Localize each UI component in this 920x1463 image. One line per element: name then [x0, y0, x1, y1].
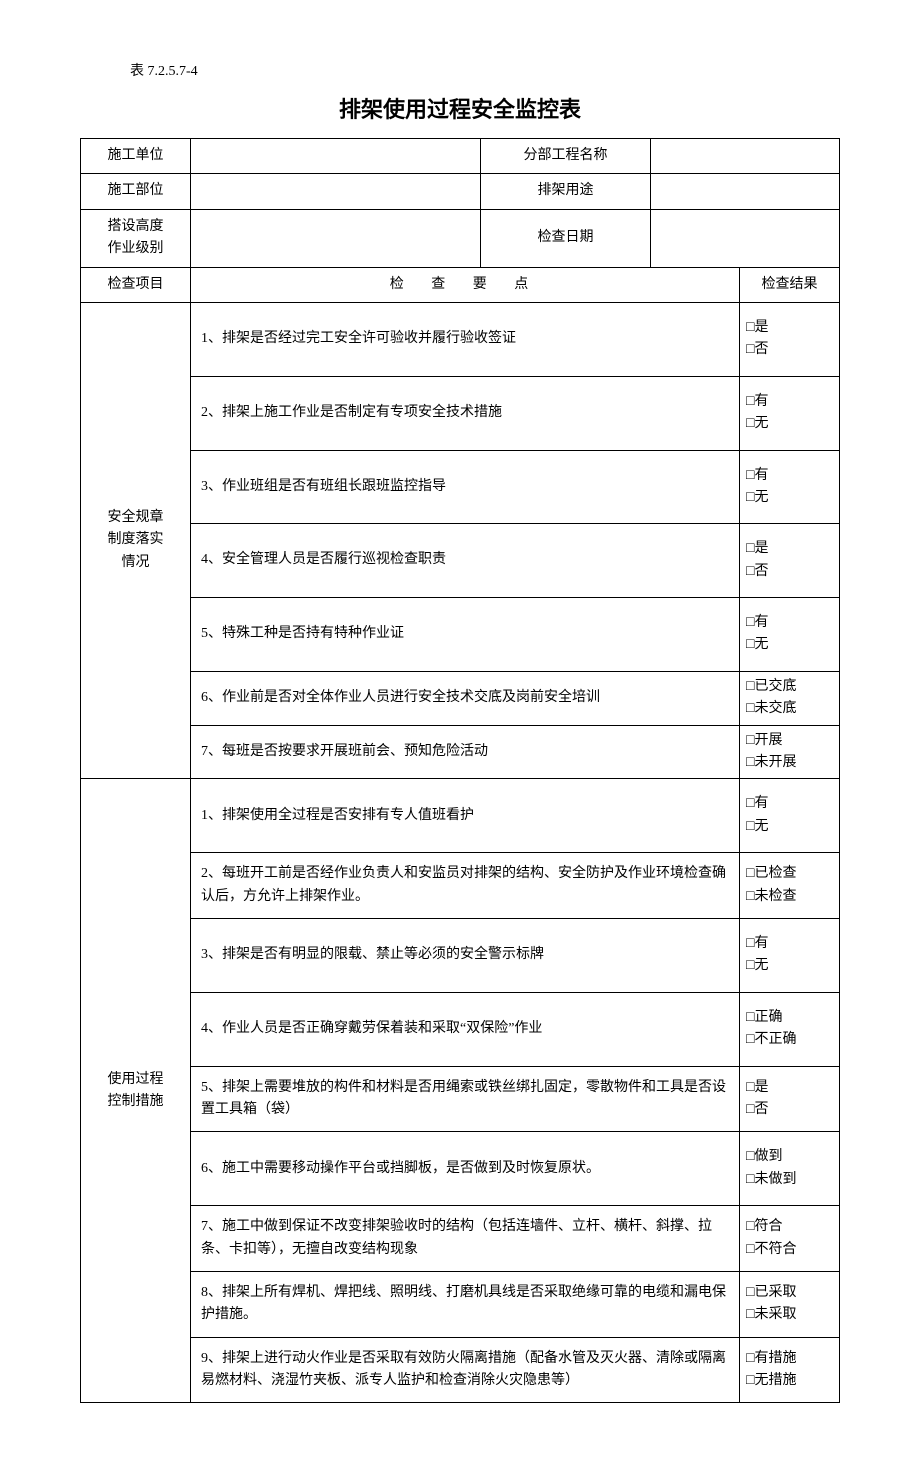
check-result: □有 □无: [740, 918, 840, 992]
check-result: □有 □无: [740, 450, 840, 524]
checkbox-option[interactable]: □有: [746, 394, 768, 409]
col-header-points: 检 查 要 点: [191, 267, 740, 302]
check-result: □是 □否: [740, 1066, 840, 1132]
checkbox-option[interactable]: □有: [746, 615, 768, 630]
check-point-text: 2、每班开工前是否经作业负责人和安监员对排架的结构、安全防护及作业环境检查确认后…: [191, 853, 740, 919]
checkbox-option[interactable]: □无: [746, 819, 768, 834]
checkbox-option[interactable]: □不正确: [746, 1032, 796, 1047]
check-result: □是 □否: [740, 524, 840, 598]
check-point-text: 7、施工中做到保证不改变排架验收时的结构（包括连墙件、立杆、横杆、斜撑、拉条、卡…: [191, 1206, 740, 1272]
check-result: □有 □无: [740, 376, 840, 450]
checkbox-option[interactable]: □已交底: [746, 679, 796, 694]
check-point-text: 1、排架使用全过程是否安排有专人值班看护: [191, 779, 740, 853]
check-result: □有 □无: [740, 598, 840, 672]
checkbox-option[interactable]: □做到: [746, 1149, 782, 1164]
header-label: 排架用途: [481, 174, 651, 209]
header-label: 施工部位: [81, 174, 191, 209]
header-label: 检查日期: [481, 209, 651, 267]
col-header-result: 检查结果: [740, 267, 840, 302]
check-point-text: 3、排架是否有明显的限载、禁止等必须的安全警示标牌: [191, 918, 740, 992]
check-result: □是 □否: [740, 302, 840, 376]
header-label: 分部工程名称: [481, 139, 651, 174]
header-value: [651, 139, 840, 174]
check-point-text: 7、每班是否按要求开展班前会、预知危险活动: [191, 725, 740, 779]
checkbox-option[interactable]: □正确: [746, 1010, 782, 1025]
check-result: □有措施 □无措施: [740, 1337, 840, 1403]
checkbox-option[interactable]: □已采取: [746, 1285, 796, 1300]
checkbox-option[interactable]: □有: [746, 936, 768, 951]
check-result: □已检查 □未检查: [740, 853, 840, 919]
check-point-text: 5、排架上需要堆放的构件和材料是否用绳索或铁丝绑扎固定，零散物件和工具是否设置工…: [191, 1066, 740, 1132]
header-value: [651, 174, 840, 209]
check-point-text: 4、安全管理人员是否履行巡视检查职责: [191, 524, 740, 598]
checkbox-option[interactable]: □未检查: [746, 889, 796, 904]
checkbox-option[interactable]: □符合: [746, 1219, 782, 1234]
check-point-text: 5、特殊工种是否持有特种作业证: [191, 598, 740, 672]
check-result: □开展 □未开展: [740, 725, 840, 779]
checkbox-option[interactable]: □否: [746, 342, 768, 357]
header-value: [651, 209, 840, 267]
section-label: 安全规章制度落实情况: [81, 302, 191, 778]
table-number: 表 7.2.5.7-4: [80, 60, 840, 80]
header-label: 施工单位: [81, 139, 191, 174]
checkbox-option[interactable]: □未做到: [746, 1172, 796, 1187]
check-point-text: 3、作业班组是否有班组长跟班监控指导: [191, 450, 740, 524]
monitoring-table: 施工单位 分部工程名称施工部位 排架用途搭设高度作业级别 检查日期检查项目检 查 要 …: [80, 138, 840, 1403]
check-result: □做到 □未做到: [740, 1132, 840, 1206]
document-title: 排架使用过程安全监控表: [80, 92, 840, 124]
checkbox-option[interactable]: □有措施: [746, 1351, 796, 1366]
checkbox-option[interactable]: □否: [746, 564, 768, 579]
checkbox-option[interactable]: □不符合: [746, 1242, 796, 1257]
section-label: 使用过程控制措施: [81, 779, 191, 1403]
checkbox-option[interactable]: □开展: [746, 733, 782, 748]
check-point-text: 6、施工中需要移动操作平台或挡脚板，是否做到及时恢复原状。: [191, 1132, 740, 1206]
checkbox-option[interactable]: □无: [746, 958, 768, 973]
checkbox-option[interactable]: □是: [746, 320, 768, 335]
check-point-text: 1、排架是否经过完工安全许可验收并履行验收签证: [191, 302, 740, 376]
checkbox-option[interactable]: □无: [746, 490, 768, 505]
check-result: □已交底 □未交底: [740, 671, 840, 725]
checkbox-option[interactable]: □无: [746, 416, 768, 431]
check-result: □已采取 □未采取: [740, 1271, 840, 1337]
checkbox-option[interactable]: □未开展: [746, 755, 796, 770]
checkbox-option[interactable]: □是: [746, 1080, 768, 1095]
check-result: □符合 □不符合: [740, 1206, 840, 1272]
check-point-text: 8、排架上所有焊机、焊把线、照明线、打磨机具线是否采取绝缘可靠的电缆和漏电保护措…: [191, 1271, 740, 1337]
checkbox-option[interactable]: □未交底: [746, 701, 796, 716]
col-header-item: 检查项目: [81, 267, 191, 302]
check-point-text: 6、作业前是否对全体作业人员进行安全技术交底及岗前安全培训: [191, 671, 740, 725]
checkbox-option[interactable]: □有: [746, 468, 768, 483]
checkbox-option[interactable]: □无措施: [746, 1373, 796, 1388]
checkbox-option[interactable]: □已检查: [746, 866, 796, 881]
check-point-text: 9、排架上进行动火作业是否采取有效防火隔离措施（配备水管及灭火器、清除或隔离易燃…: [191, 1337, 740, 1403]
checkbox-option[interactable]: □有: [746, 796, 768, 811]
checkbox-option[interactable]: □否: [746, 1102, 768, 1117]
check-point-text: 4、作业人员是否正确穿戴劳保着装和采取“双保险”作业: [191, 992, 740, 1066]
header-value: [191, 209, 481, 267]
check-result: □正确 □不正确: [740, 992, 840, 1066]
header-value: [191, 139, 481, 174]
check-point-text: 2、排架上施工作业是否制定有专项安全技术措施: [191, 376, 740, 450]
header-value: [191, 174, 481, 209]
header-label: 搭设高度作业级别: [81, 209, 191, 267]
checkbox-option[interactable]: □是: [746, 541, 768, 556]
check-result: □有 □无: [740, 779, 840, 853]
checkbox-option[interactable]: □未采取: [746, 1307, 796, 1322]
checkbox-option[interactable]: □无: [746, 637, 768, 652]
